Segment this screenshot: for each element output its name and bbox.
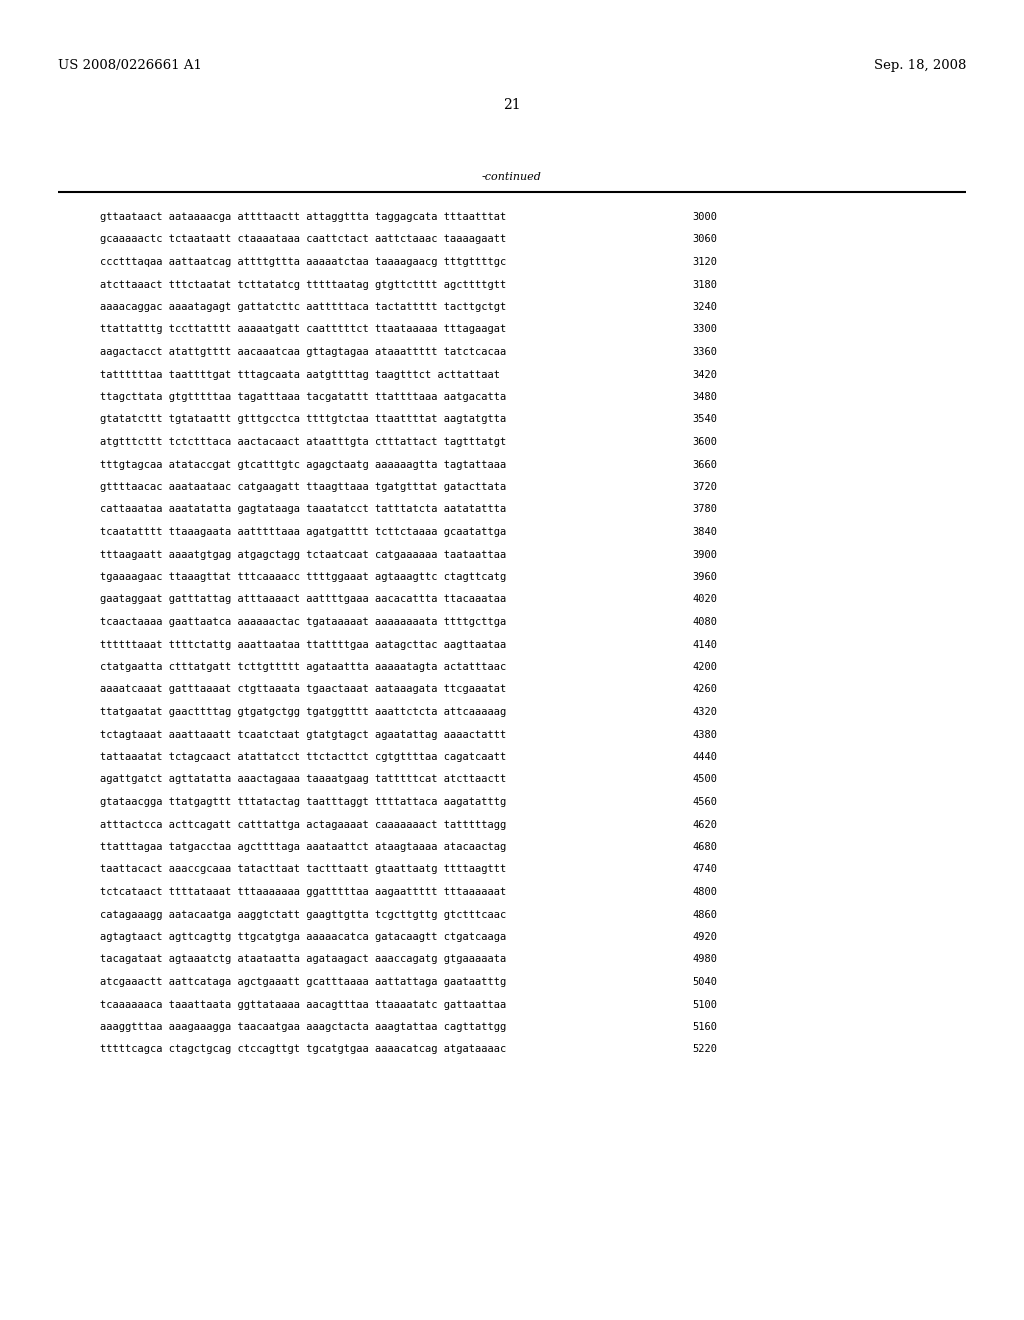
Text: 21: 21	[503, 98, 521, 112]
Text: 4320: 4320	[692, 708, 717, 717]
Text: tcaaaaaaca taaattaata ggttataaaa aacagtttaa ttaaaatatc gattaattaa: tcaaaaaaca taaattaata ggttataaaa aacagtt…	[100, 999, 506, 1010]
Text: tcaactaaaa gaattaatca aaaaaactac tgataaaaat aaaaaaaata ttttgcttga: tcaactaaaa gaattaatca aaaaaactac tgataaa…	[100, 616, 506, 627]
Text: agtagtaact agttcagttg ttgcatgtga aaaaacatca gatacaagtt ctgatcaaga: agtagtaact agttcagttg ttgcatgtga aaaaaca…	[100, 932, 506, 942]
Text: tgaaaagaac ttaaagttat tttcaaaacc ttttggaaat agtaaagttc ctagttcatg: tgaaaagaac ttaaagttat tttcaaaacc ttttgga…	[100, 572, 506, 582]
Text: aaaggtttaa aaagaaagga taacaatgaa aaagctacta aaagtattaa cagttattgg: aaaggtttaa aaagaaagga taacaatgaa aaagcta…	[100, 1022, 506, 1032]
Text: gttttaacac aaataataac catgaagatt ttaagttaaa tgatgtttat gatacttata: gttttaacac aaataataac catgaagatt ttaagtt…	[100, 482, 506, 492]
Text: tcaatatttt ttaaagaata aatttttaaa agatgatttt tcttctaaaa gcaatattga: tcaatatttt ttaaagaata aatttttaaa agatgat…	[100, 527, 506, 537]
Text: tacagataat agtaaatctg ataataatta agataagact aaaccagatg gtgaaaaata: tacagataat agtaaatctg ataataatta agataag…	[100, 954, 506, 965]
Text: aagactacct atattgtttt aacaaatcaa gttagtagaa ataaattttt tatctcacaa: aagactacct atattgtttt aacaaatcaa gttagta…	[100, 347, 506, 356]
Text: taattacact aaaccgcaaa tatacttaat tactttaatt gtaattaatg ttttaagttt: taattacact aaaccgcaaa tatacttaat tacttta…	[100, 865, 506, 874]
Text: tttaagaatt aaaatgtgag atgagctagg tctaatcaat catgaaaaaa taataattaa: tttaagaatt aaaatgtgag atgagctagg tctaatc…	[100, 549, 506, 560]
Text: gttaataact aataaaacga attttaactt attaggttta taggagcata tttaatttat: gttaataact aataaaacga attttaactt attaggt…	[100, 213, 506, 222]
Text: -continued: -continued	[482, 172, 542, 182]
Text: 4680: 4680	[692, 842, 717, 851]
Text: 4860: 4860	[692, 909, 717, 920]
Text: atcttaaact tttctaatat tcttatatcg tttttaatag gtgttctttt agcttttgtt: atcttaaact tttctaatat tcttatatcg tttttaa…	[100, 280, 506, 289]
Text: tctagtaaat aaattaaatt tcaatctaat gtatgtagct agaatattag aaaactattt: tctagtaaat aaattaaatt tcaatctaat gtatgta…	[100, 730, 506, 739]
Text: atttactcca acttcagatt catttattga actagaaaat caaaaaaact tatttttagg: atttactcca acttcagatt catttattga actagaa…	[100, 820, 506, 829]
Text: cattaaataa aaatatatta gagtataaga taaatatcct tatttatcta aatatattta: cattaaataa aaatatatta gagtataaga taaatat…	[100, 504, 506, 515]
Text: tctcataact ttttataaat tttaaaaaaa ggatttttaa aagaattttt tttaaaaaat: tctcataact ttttataaat tttaaaaaaa ggatttt…	[100, 887, 506, 898]
Text: 3420: 3420	[692, 370, 717, 380]
Text: 4500: 4500	[692, 775, 717, 784]
Text: ctatgaatta ctttatgatt tcttgttttt agataattta aaaaatagta actatttaac: ctatgaatta ctttatgatt tcttgttttt agataat…	[100, 663, 506, 672]
Text: 3720: 3720	[692, 482, 717, 492]
Text: gtatatcttt tgtataattt gtttgcctca ttttgtctaa ttaattttat aagtatgtta: gtatatcttt tgtataattt gtttgcctca ttttgtc…	[100, 414, 506, 425]
Text: 4920: 4920	[692, 932, 717, 942]
Text: 3960: 3960	[692, 572, 717, 582]
Text: ttatgaatat gaacttttag gtgatgctgg tgatggtttt aaattctcta attcaaaaag: ttatgaatat gaacttttag gtgatgctgg tgatggt…	[100, 708, 506, 717]
Text: 3120: 3120	[692, 257, 717, 267]
Text: 3480: 3480	[692, 392, 717, 403]
Text: 3540: 3540	[692, 414, 717, 425]
Text: agattgatct agttatatta aaactagaaa taaaatgaag tatttttcat atcttaactt: agattgatct agttatatta aaactagaaa taaaatg…	[100, 775, 506, 784]
Text: 4740: 4740	[692, 865, 717, 874]
Text: gcaaaaactc tctaataatt ctaaaataaa caattctact aattctaaac taaaagaatt: gcaaaaactc tctaataatt ctaaaataaa caattct…	[100, 235, 506, 244]
Text: 4560: 4560	[692, 797, 717, 807]
Text: 3900: 3900	[692, 549, 717, 560]
Text: 4800: 4800	[692, 887, 717, 898]
Text: 3780: 3780	[692, 504, 717, 515]
Text: gaataggaat gatttattag atttaaaact aattttgaaa aacacattta ttacaaataa: gaataggaat gatttattag atttaaaact aattttg…	[100, 594, 506, 605]
Text: tattttttaa taattttgat tttagcaata aatgttttag taagtttct acttattaat: tattttttaa taattttgat tttagcaata aatgttt…	[100, 370, 500, 380]
Text: ccctttaqaa aattaatcag attttgttta aaaaatctaa taaaagaacg tttgttttgc: ccctttaqaa aattaatcag attttgttta aaaaatc…	[100, 257, 506, 267]
Text: ttagcttata gtgtttttaa tagatttaaa tacgatattt ttattttaaa aatgacatta: ttagcttata gtgtttttaa tagatttaaa tacgata…	[100, 392, 506, 403]
Text: 3360: 3360	[692, 347, 717, 356]
Text: tattaaatat tctagcaact atattatcct ttctacttct cgtgttttaa cagatcaatt: tattaaatat tctagcaact atattatcct ttctact…	[100, 752, 506, 762]
Text: 4620: 4620	[692, 820, 717, 829]
Text: 3300: 3300	[692, 325, 717, 334]
Text: 4440: 4440	[692, 752, 717, 762]
Text: 4140: 4140	[692, 639, 717, 649]
Text: atgtttcttt tctctttaca aactacaact ataatttgta ctttattact tagtttatgt: atgtttcttt tctctttaca aactacaact ataattt…	[100, 437, 506, 447]
Text: Sep. 18, 2008: Sep. 18, 2008	[873, 58, 966, 71]
Text: gtataacgga ttatgagttt tttatactag taatttaggt ttttattaca aagatatttg: gtataacgga ttatgagttt tttatactag taattta…	[100, 797, 506, 807]
Text: tttttcagca ctagctgcag ctccagttgt tgcatgtgaa aaaacatcag atgataaaac: tttttcagca ctagctgcag ctccagttgt tgcatgt…	[100, 1044, 506, 1055]
Text: 5100: 5100	[692, 999, 717, 1010]
Text: aaaatcaaat gatttaaaat ctgttaaata tgaactaaat aataaagata ttcgaaatat: aaaatcaaat gatttaaaat ctgttaaata tgaacta…	[100, 685, 506, 694]
Text: 5220: 5220	[692, 1044, 717, 1055]
Text: tttgtagcaa atataccgat gtcatttgtc agagctaatg aaaaaagtta tagtattaaa: tttgtagcaa atataccgat gtcatttgtc agagcta…	[100, 459, 506, 470]
Text: 5160: 5160	[692, 1022, 717, 1032]
Text: ttattatttg tccttatttt aaaaatgatt caatttttct ttaataaaaa tttagaagat: ttattatttg tccttatttt aaaaatgatt caatttt…	[100, 325, 506, 334]
Text: 4200: 4200	[692, 663, 717, 672]
Text: 4080: 4080	[692, 616, 717, 627]
Text: ttatttagaa tatgacctaa agcttttaga aaataattct ataagtaaaa atacaactag: ttatttagaa tatgacctaa agcttttaga aaataat…	[100, 842, 506, 851]
Text: 4260: 4260	[692, 685, 717, 694]
Text: US 2008/0226661 A1: US 2008/0226661 A1	[58, 58, 202, 71]
Text: 3240: 3240	[692, 302, 717, 312]
Text: 4020: 4020	[692, 594, 717, 605]
Text: 4980: 4980	[692, 954, 717, 965]
Text: 3600: 3600	[692, 437, 717, 447]
Text: 3060: 3060	[692, 235, 717, 244]
Text: catagaaagg aatacaatga aaggtctatt gaagttgtta tcgcttgttg gtctttcaac: catagaaagg aatacaatga aaggtctatt gaagttg…	[100, 909, 506, 920]
Text: ttttttaaat ttttctattg aaattaataa ttattttgaa aatagcttac aagttaataa: ttttttaaat ttttctattg aaattaataa ttatttt…	[100, 639, 506, 649]
Text: 5040: 5040	[692, 977, 717, 987]
Text: 3180: 3180	[692, 280, 717, 289]
Text: 4380: 4380	[692, 730, 717, 739]
Text: aaaacaggac aaaatagagt gattatcttc aatttttaca tactattttt tacttgctgt: aaaacaggac aaaatagagt gattatcttc aattttt…	[100, 302, 506, 312]
Text: atcgaaactt aattcataga agctgaaatt gcatttaaaa aattattaga gaataatttg: atcgaaactt aattcataga agctgaaatt gcattta…	[100, 977, 506, 987]
Text: 3840: 3840	[692, 527, 717, 537]
Text: 3660: 3660	[692, 459, 717, 470]
Text: 3000: 3000	[692, 213, 717, 222]
